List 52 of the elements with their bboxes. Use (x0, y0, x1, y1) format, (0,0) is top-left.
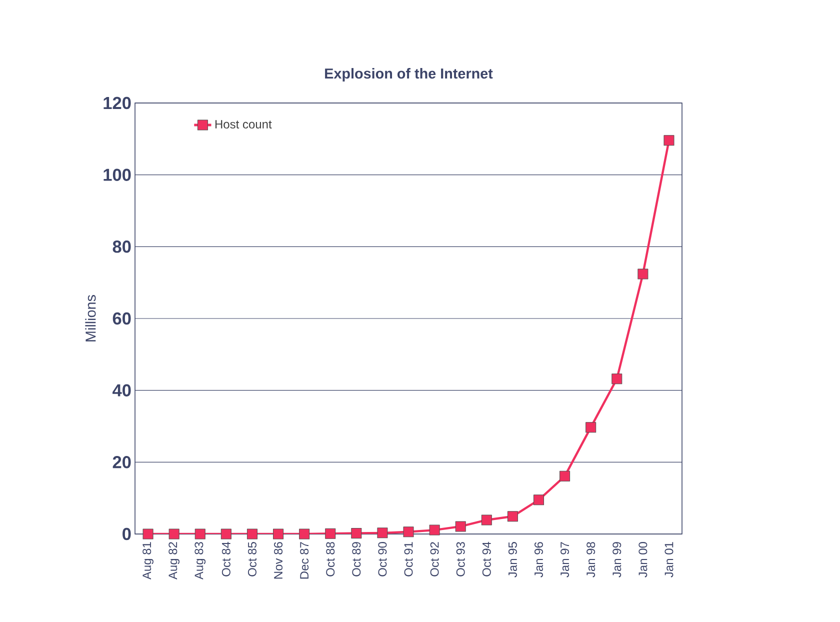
point (168, 528, 180, 540)
point (429, 524, 440, 536)
point (246, 528, 258, 540)
x-tick-label: Jan 96 (534, 542, 543, 578)
point (560, 470, 570, 482)
x-tick-label: Oct 93 (456, 542, 465, 576)
point (586, 422, 596, 433)
x-tick-label: Oct 92 (430, 542, 439, 576)
point (351, 528, 362, 539)
x-tick-label: Nov 86 (274, 542, 283, 579)
point (638, 268, 648, 280)
point (664, 135, 674, 146)
point (273, 528, 284, 540)
point (194, 528, 206, 540)
chart-title: Explosion of the Internet (325, 68, 493, 82)
y-tick-label: 40 (112, 384, 131, 396)
x-tick-label: Jan 99 (612, 542, 622, 578)
point (220, 528, 232, 540)
point (455, 521, 466, 532)
y-axis-title: Millions (85, 295, 96, 342)
y-tick-label: 20 (112, 456, 131, 468)
point (142, 528, 154, 540)
point (403, 526, 414, 538)
x-tick-label: Oct 85 (248, 542, 256, 576)
y-tick-label: 60 (112, 312, 131, 325)
point (325, 528, 336, 539)
legend-label: Host count (215, 120, 272, 128)
x-tick-label: Jan 95 (508, 542, 517, 578)
y-tick-label: 120 (104, 96, 131, 110)
point (377, 528, 388, 538)
x-tick-label: Oct 94 (482, 542, 491, 576)
y-tick-label: 80 (112, 240, 131, 253)
x-tick-label: Dec 87 (300, 542, 309, 579)
x-tick-label: Aug 82 (168, 542, 180, 580)
x-tick-label: Oct 84 (222, 542, 230, 576)
x-tick-label: Oct 90 (378, 542, 387, 576)
x-tick-label: Oct 88 (326, 542, 335, 576)
point (299, 528, 310, 540)
point (481, 514, 492, 526)
x-tick-label: Jan 97 (560, 542, 570, 578)
y-tick-label: 0 (122, 528, 131, 540)
x-tick-label: Oct 91 (404, 542, 413, 576)
point (612, 374, 622, 384)
y-tick-label: 100 (104, 168, 131, 181)
point (507, 511, 518, 522)
x-tick-label: Aug 83 (194, 542, 206, 580)
point (533, 494, 544, 506)
x-tick-label: Jan 01 (664, 542, 674, 578)
x-tick-label: Jan 00 (638, 542, 648, 578)
x-tick-label: Jan 98 (586, 542, 596, 578)
x-tick-label: Aug 81 (142, 542, 154, 580)
x-tick-label: Oct 89 (352, 542, 361, 576)
